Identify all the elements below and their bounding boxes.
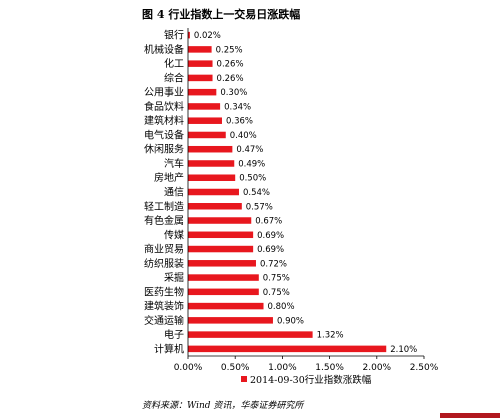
data-label: 2.10% <box>390 345 417 355</box>
legend-label: 2014-09-30行业指数涨跌幅 <box>250 374 372 386</box>
data-label: 0.36% <box>226 117 253 127</box>
bar-11 <box>188 174 236 181</box>
category-label: 汽车 <box>164 157 184 170</box>
bar-15 <box>188 231 254 239</box>
x-tick-label: 2.50% <box>410 363 439 373</box>
category-label: 采掘 <box>164 271 184 284</box>
x-tick-label: 0.50% <box>221 363 250 373</box>
category-label: 建筑材料 <box>144 114 184 127</box>
data-label: 1.32% <box>317 331 344 341</box>
bar-5 <box>188 88 217 96</box>
bar-8 <box>188 131 226 139</box>
data-label: 0.30% <box>220 88 247 98</box>
category-label: 商业贸易 <box>144 243 184 256</box>
bar-2 <box>188 46 212 53</box>
bar-3 <box>188 60 213 67</box>
legend-swatch <box>241 376 247 382</box>
x-tick-label: 1.00% <box>268 363 297 373</box>
category-label: 轻工制造 <box>144 200 184 213</box>
bar-17 <box>188 260 256 267</box>
data-label: 0.54% <box>243 188 270 198</box>
data-label: 0.50% <box>239 174 266 184</box>
category-label: 公用事业 <box>144 86 184 99</box>
x-tick-label: 2.00% <box>363 363 392 373</box>
bars-layer <box>188 31 387 353</box>
data-label: 0.67% <box>255 217 282 227</box>
category-label: 计算机 <box>154 342 184 355</box>
data-label: 0.69% <box>257 231 284 241</box>
data-label: 0.75% <box>263 288 290 298</box>
category-label: 电气设备 <box>144 128 184 141</box>
data-label: 0.75% <box>263 274 290 284</box>
bar-6 <box>188 103 221 110</box>
axes-layer: 银行 0.02% 机械设备 0.25% 化工 0.26% 综合 0.26% 公用事业 0.30% 食… <box>144 28 439 373</box>
bar-10 <box>188 160 235 167</box>
legend: 2014-09-30行业指数涨跌幅 <box>241 374 372 386</box>
bar-16 <box>188 245 254 253</box>
category-label: 纺织服装 <box>144 257 184 270</box>
data-label: 0.57% <box>246 202 273 212</box>
data-label: 0.80% <box>268 302 295 312</box>
footer-accent-bar <box>440 413 500 418</box>
category-label: 食品饮料 <box>144 100 184 113</box>
x-tick-label: 0.00% <box>174 363 203 373</box>
bar-18 <box>188 274 259 281</box>
category-label: 有色金属 <box>144 214 184 227</box>
category-label: 交通运输 <box>144 314 184 327</box>
bar-1 <box>188 31 190 39</box>
data-label: 0.69% <box>257 245 284 255</box>
category-label: 化工 <box>164 57 184 70</box>
bar-22 <box>188 331 313 338</box>
data-label: 0.47% <box>236 145 263 155</box>
bar-4 <box>188 74 213 82</box>
category-label: 休闲服务 <box>144 143 184 156</box>
data-label: 0.49% <box>238 159 265 169</box>
data-label: 0.25% <box>216 45 243 55</box>
category-label: 综合 <box>164 71 184 84</box>
category-label: 通信 <box>164 187 184 199</box>
category-label: 房地产 <box>154 171 184 184</box>
bar-7 <box>188 117 222 124</box>
data-label: 0.90% <box>277 316 304 326</box>
category-label: 建筑装饰 <box>144 300 184 313</box>
bar-23 <box>188 345 387 353</box>
category-label: 银行 <box>164 29 184 42</box>
category-label: 电子 <box>164 328 184 341</box>
source-note: 资料来源：Wind 资讯，华泰证券研究所 <box>142 401 304 411</box>
bar-13 <box>188 203 242 210</box>
bar-14 <box>188 217 252 224</box>
x-tick-label: 1.50% <box>315 363 344 373</box>
category-label: 传媒 <box>164 229 184 241</box>
bar-9 <box>188 145 233 153</box>
figure-title: 图 4 行业指数上一交易日涨跌幅 <box>142 8 301 21</box>
data-label: 0.26% <box>217 74 244 84</box>
bar-12 <box>188 188 239 196</box>
bar-19 <box>188 288 259 296</box>
bar-21 <box>188 317 273 324</box>
data-label: 0.02% <box>194 31 221 41</box>
data-label: 0.72% <box>260 259 287 269</box>
data-label: 0.26% <box>217 60 244 70</box>
category-label: 机械设备 <box>144 43 184 56</box>
data-label: 0.40% <box>230 131 257 141</box>
data-label: 0.34% <box>224 102 251 112</box>
category-label: 医药生物 <box>144 285 184 298</box>
bar-20 <box>188 302 264 310</box>
